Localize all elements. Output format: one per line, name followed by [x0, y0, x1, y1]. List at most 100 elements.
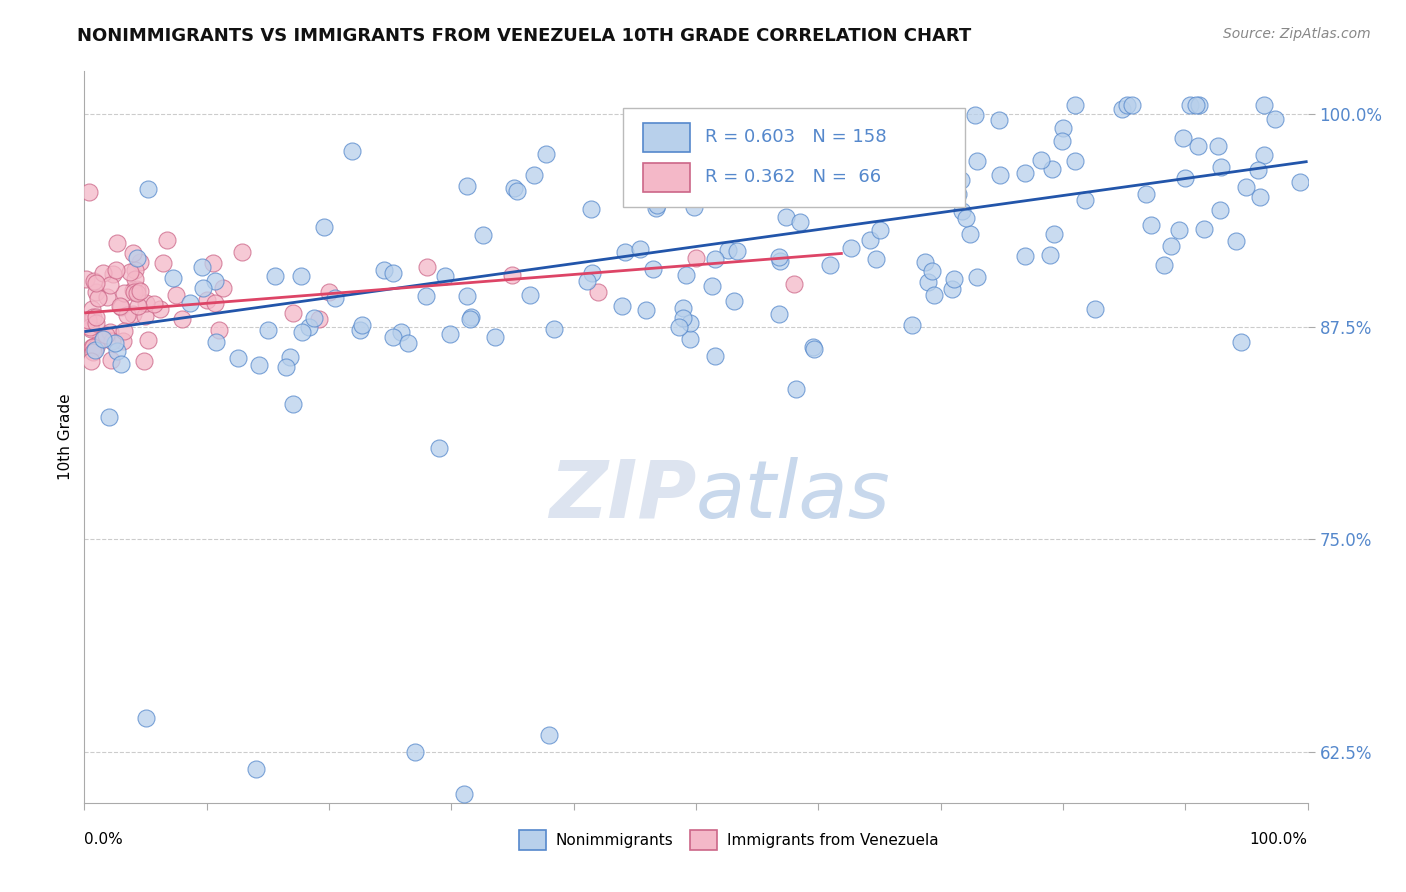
Point [103, 336, 125, 351]
Point [382, 330, 405, 344]
Point [717, 243, 740, 257]
Point [83, 274, 105, 288]
Text: Nonimmigrants: Nonimmigrants [555, 832, 673, 847]
Point [914, 254, 936, 268]
Point [453, 787, 475, 801]
Point [1121, 98, 1143, 112]
Point [685, 252, 707, 266]
Point [869, 222, 891, 236]
Point [825, 129, 848, 144]
Point [950, 203, 973, 218]
Text: ZIP: ZIP [548, 457, 696, 534]
Point [93, 267, 115, 281]
Point [340, 144, 363, 158]
Point [190, 260, 212, 274]
Point [965, 108, 987, 122]
Point [80, 353, 103, 368]
Point [679, 316, 702, 330]
Point [195, 293, 218, 307]
Point [125, 285, 148, 300]
Point [96, 290, 118, 304]
FancyBboxPatch shape [644, 163, 690, 192]
Point [679, 332, 702, 346]
Point [1043, 227, 1066, 241]
Point [950, 172, 973, 186]
Text: R = 0.603   N = 158: R = 0.603 N = 158 [704, 128, 886, 146]
Point [641, 262, 664, 277]
Point [152, 256, 174, 270]
Point [534, 147, 557, 161]
Point [264, 268, 287, 283]
Point [543, 322, 565, 336]
Point [89, 333, 111, 347]
Point [112, 285, 135, 300]
Point [769, 253, 792, 268]
Point [82, 340, 104, 354]
Point [87, 291, 110, 305]
Point [129, 255, 152, 269]
Point [129, 284, 152, 298]
Point [1264, 112, 1286, 127]
FancyBboxPatch shape [623, 108, 965, 207]
Point [1168, 222, 1191, 236]
Point [77, 186, 100, 200]
Point [247, 358, 270, 372]
Point [1174, 171, 1197, 186]
Point [789, 215, 811, 229]
Point [723, 293, 745, 308]
Point [291, 325, 314, 339]
Point [433, 268, 456, 283]
Point [1229, 334, 1251, 349]
Point [576, 274, 599, 288]
Point [121, 283, 143, 297]
Text: atlas: atlas [696, 457, 891, 534]
Point [124, 263, 146, 277]
Point [110, 357, 132, 371]
Point [506, 184, 529, 198]
Point [257, 323, 280, 337]
Text: Immigrants from Venezuela: Immigrants from Venezuela [727, 832, 938, 847]
Point [870, 153, 893, 167]
Point [80, 322, 103, 336]
Point [179, 296, 201, 310]
Point [1178, 98, 1201, 112]
Point [142, 297, 165, 311]
Point [1206, 139, 1229, 153]
Point [946, 186, 969, 201]
Point [1192, 222, 1215, 236]
Y-axis label: 10th Grade: 10th Grade [58, 393, 73, 481]
Point [1225, 234, 1247, 248]
Point [803, 343, 825, 357]
Point [115, 309, 138, 323]
Point [193, 281, 215, 295]
Point [132, 353, 155, 368]
Point [672, 301, 695, 316]
Point [1247, 163, 1270, 178]
Point [105, 343, 128, 358]
Point [84, 285, 107, 299]
Point [704, 350, 727, 364]
Point [427, 441, 450, 455]
Point [502, 268, 524, 283]
Point [1188, 98, 1211, 112]
Point [104, 262, 127, 277]
Point [84, 310, 107, 324]
Point [1289, 175, 1312, 189]
Text: R = 0.362   N =  66: R = 0.362 N = 66 [704, 169, 880, 186]
Point [100, 353, 122, 368]
Point [901, 318, 924, 332]
Point [136, 182, 159, 196]
Point [614, 245, 637, 260]
Point [1135, 186, 1157, 201]
Point [124, 272, 146, 286]
Point [204, 274, 226, 288]
Point [302, 311, 325, 326]
Point [80, 340, 103, 354]
Point [101, 268, 124, 282]
Point [110, 299, 132, 313]
Point [1014, 166, 1036, 180]
Point [98, 409, 121, 424]
Point [93, 331, 115, 345]
Point [202, 256, 225, 270]
Point [768, 307, 790, 321]
